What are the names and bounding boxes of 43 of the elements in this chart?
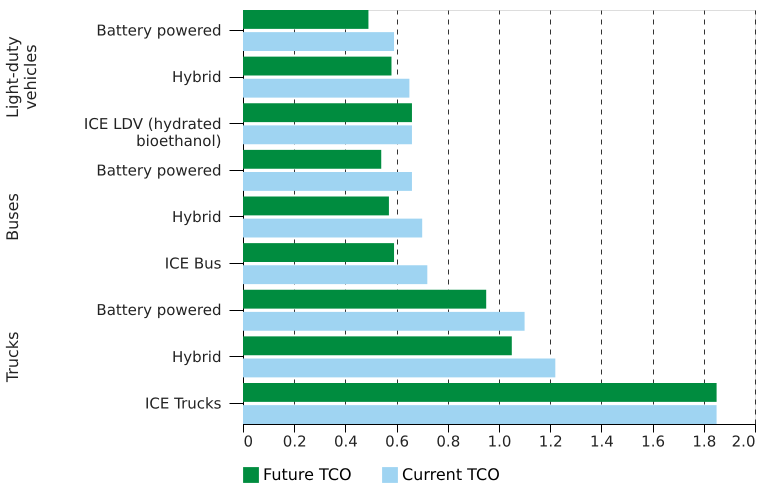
bar: [243, 243, 394, 262]
x-tick-label: 0.4: [334, 432, 358, 450]
bar: [243, 125, 412, 144]
x-tick-label: 0: [244, 432, 254, 450]
bar: [243, 103, 412, 122]
y-tick-label: Hybrid: [172, 208, 222, 226]
bar: [243, 196, 389, 216]
x-tick-label: 1.4: [590, 432, 614, 450]
y-tick-label: ICE LDV (hydrated bioethanol): [84, 114, 222, 150]
legend-label: Future TCO: [263, 465, 352, 484]
x-tick-label: 1.0: [488, 432, 512, 450]
y-tick-label: Battery powered: [96, 161, 222, 180]
x-tick-label: 0.6: [385, 432, 410, 450]
text: Buses: [3, 193, 22, 241]
legend-label: Current TCO: [402, 465, 500, 484]
x-tick-label: 1.6: [641, 432, 666, 450]
bar: [243, 172, 412, 191]
y-tick-label: Battery powered: [96, 301, 222, 320]
y-tick-label: ICE Bus: [164, 254, 222, 273]
text: Trucks: [3, 332, 22, 384]
y-tick-label: ICE Trucks: [144, 394, 222, 412]
bar: [243, 312, 525, 331]
bar: [243, 290, 486, 309]
bar: [243, 10, 368, 29]
bar: [243, 265, 428, 284]
bar: [243, 56, 392, 76]
bar: [243, 382, 717, 402]
bar: [243, 358, 556, 378]
bar: [243, 150, 382, 169]
bar: [243, 78, 410, 98]
bar: [243, 32, 394, 52]
x-tick-label: 1.2: [538, 432, 563, 450]
text: Light-duty vehicles: [3, 36, 40, 118]
x-tick-label: 2.0: [732, 432, 756, 450]
y-tick-label: Battery powered: [96, 22, 222, 40]
bar: [243, 336, 512, 356]
bar: [243, 405, 717, 424]
x-tick-label: 0.2: [282, 432, 307, 450]
bar: [243, 218, 422, 238]
x-tick-label: 1.8: [692, 432, 716, 450]
x-tick-label: 0.8: [436, 432, 460, 450]
y-tick-label: Hybrid: [172, 348, 222, 366]
y-tick-label: Hybrid: [172, 68, 222, 86]
